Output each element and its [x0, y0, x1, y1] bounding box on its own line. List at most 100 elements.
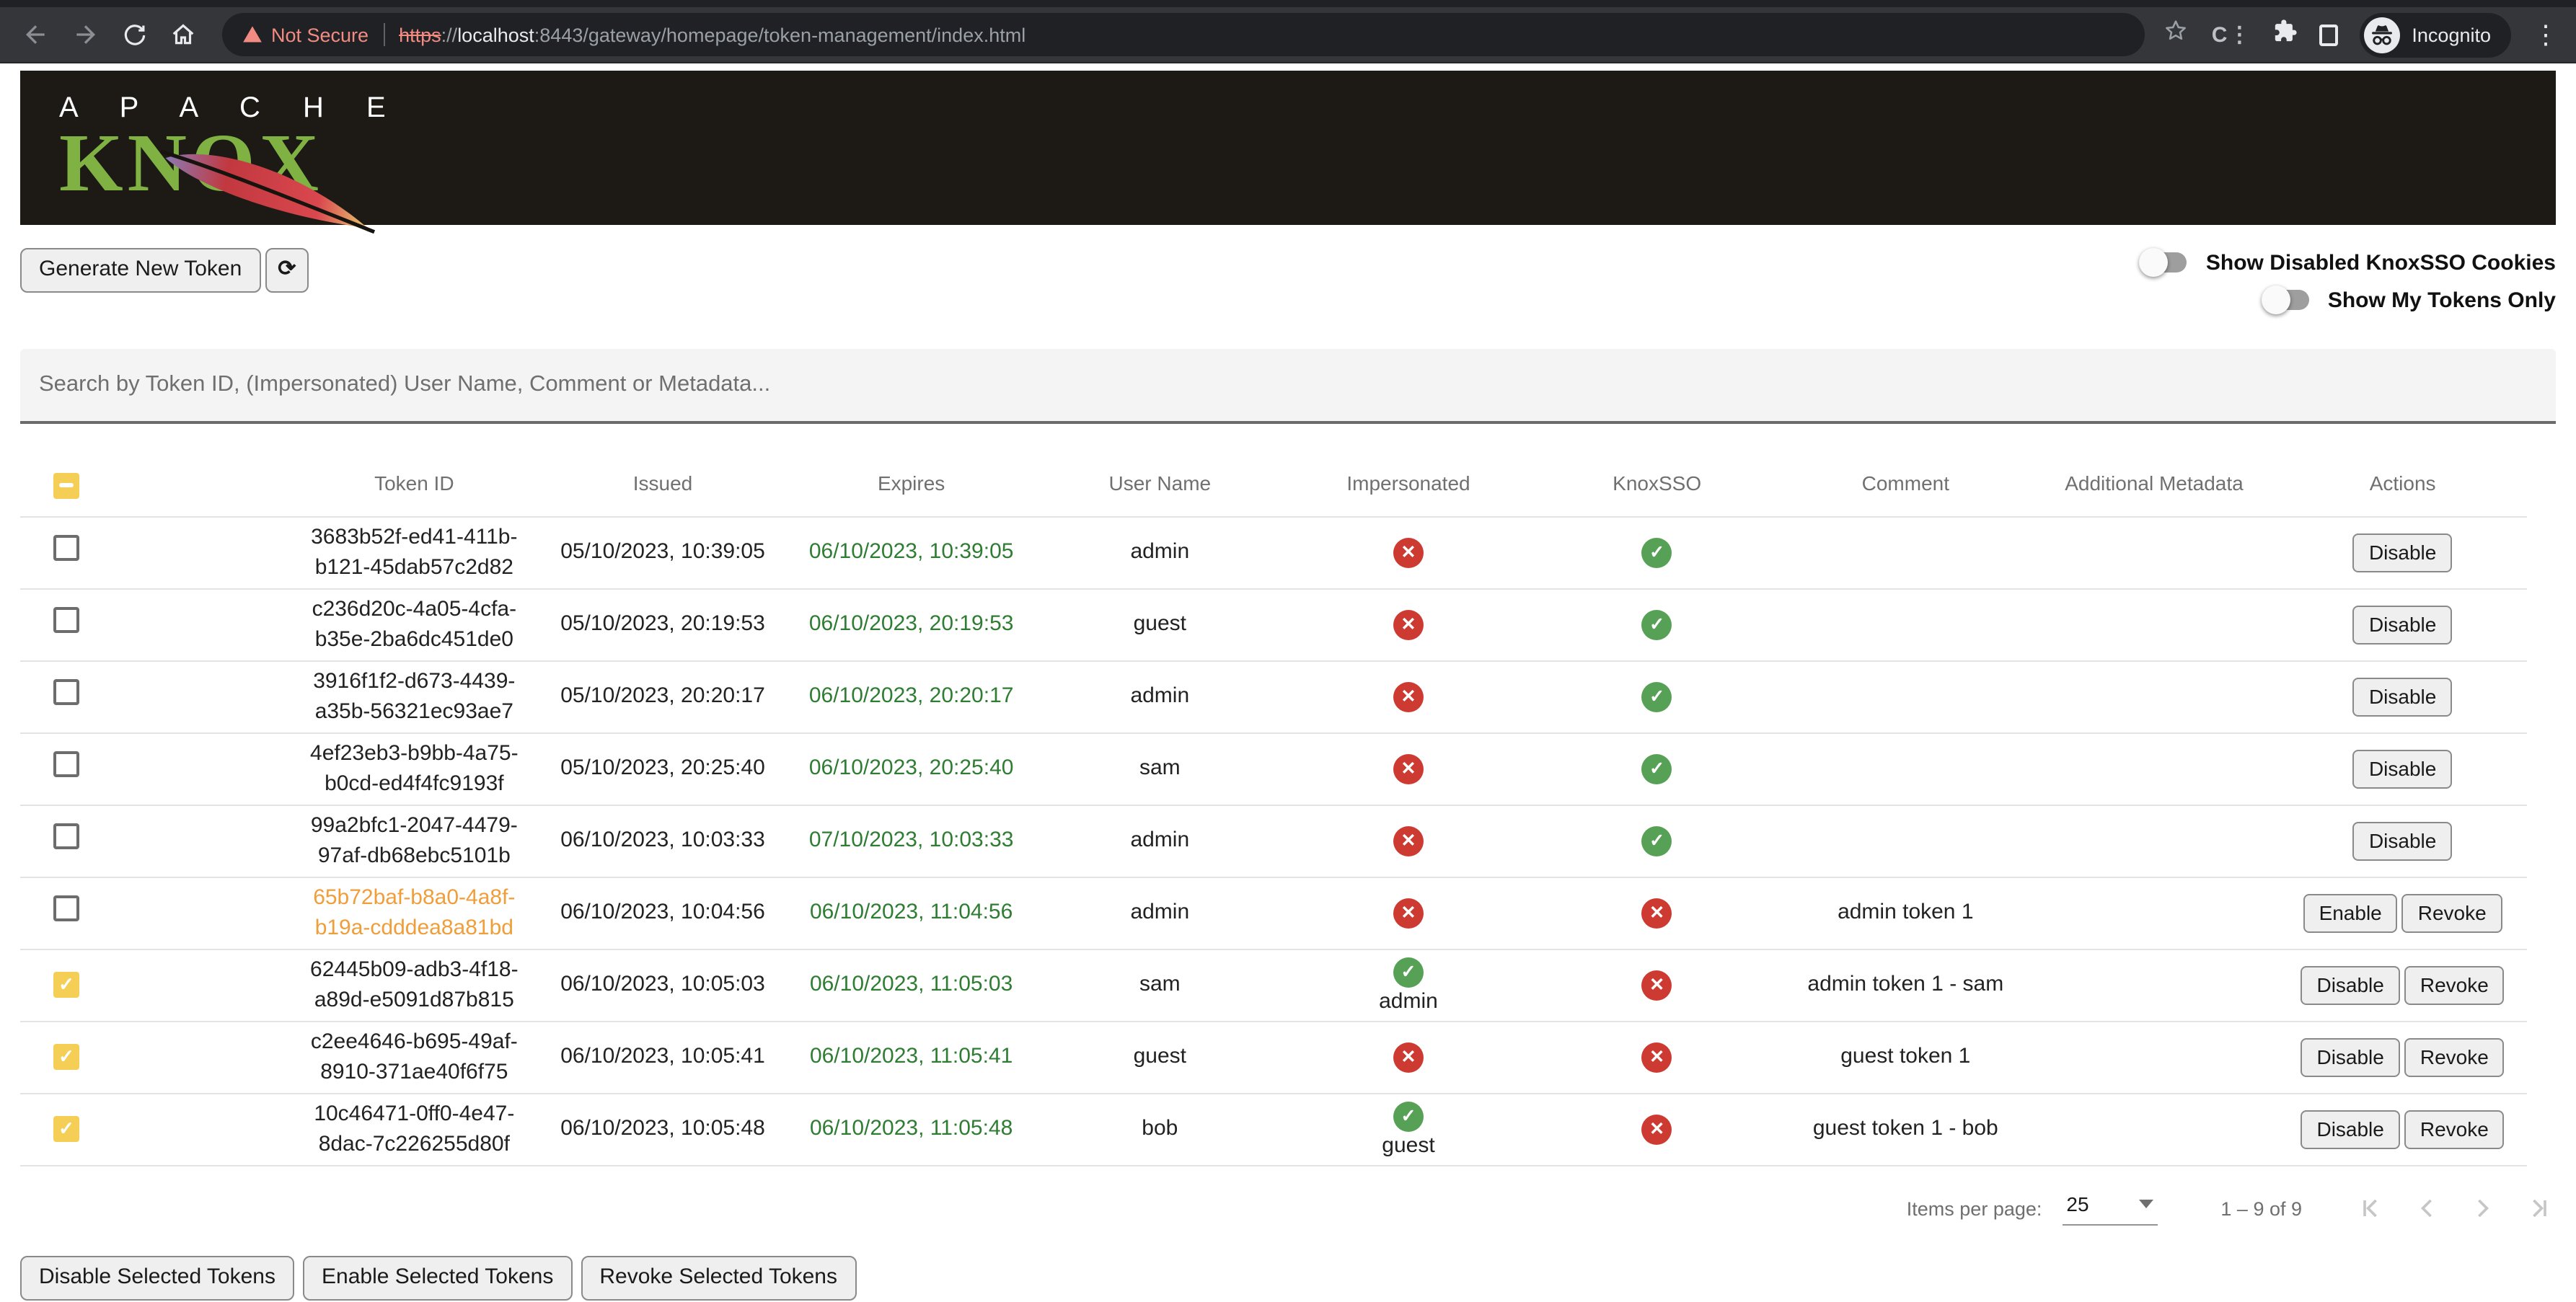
table-row: c2ee4646-b695-49af-8910-371ae40f6f75 06/… [20, 1022, 2527, 1094]
comment-cell [1781, 547, 2030, 559]
extensions-puzzle-icon[interactable] [2273, 19, 2298, 50]
row-checkbox[interactable] [53, 896, 79, 922]
items-per-page-select[interactable]: 25 [2062, 1192, 2157, 1225]
knoxsso-yes-icon [1642, 610, 1672, 640]
comment-cell [1781, 691, 2030, 703]
bookmark-star-icon[interactable] [2163, 17, 2190, 52]
toolbar-right: C⋮ Incognito ⋮ [2163, 12, 2559, 57]
refresh-tokens-button[interactable]: ⟳ [265, 248, 309, 293]
menu-kebab-icon[interactable]: ⋮ [2533, 22, 2559, 48]
expires-cell: 06/10/2023, 11:05:48 [787, 1110, 1036, 1151]
metadata-cell [2030, 547, 2279, 559]
knoxsso-no-icon [1642, 970, 1672, 1001]
issued-cell: 06/10/2023, 10:05:48 [539, 1110, 788, 1151]
token-id-cell: 10c46471-0ff0-4e47-8dac-7c226255d80f [290, 1095, 539, 1165]
revoke-button[interactable]: Revoke [2404, 1038, 2505, 1078]
expires-cell: 06/10/2023, 10:39:05 [787, 533, 1036, 574]
browser-toolbar: Not Secure https://localhost:8443/gatewa… [0, 0, 2576, 63]
bulk-actions: Disable Selected Tokens Enable Selected … [20, 1256, 2556, 1301]
impersonated-no-icon [1393, 610, 1424, 640]
row-checkbox[interactable] [53, 972, 79, 998]
issued-cell: 06/10/2023, 10:05:03 [539, 965, 788, 1006]
username-cell: admin [1036, 533, 1284, 574]
last-page-icon[interactable] [2518, 1190, 2556, 1227]
address-bar[interactable]: Not Secure https://localhost:8443/gatewa… [222, 13, 2145, 56]
username-cell: admin [1036, 893, 1284, 934]
metadata-cell [2030, 619, 2279, 631]
search-input[interactable] [20, 372, 2556, 398]
extension-c-icon[interactable]: C⋮ [2212, 22, 2252, 48]
issued-cell: 05/10/2023, 20:19:53 [539, 605, 788, 646]
back-icon[interactable] [17, 16, 55, 53]
expires-cell: 06/10/2023, 20:25:40 [787, 749, 1036, 790]
disable-button[interactable]: Disable [2353, 606, 2452, 645]
enable-button[interactable]: Enable [2303, 894, 2398, 934]
disable-button[interactable]: Disable [2301, 966, 2399, 1006]
expires-cell: 07/10/2023, 10:03:33 [787, 821, 1036, 862]
reload-icon[interactable] [115, 16, 153, 53]
disable-button[interactable]: Disable [2353, 750, 2452, 789]
col-actions: Actions [2278, 464, 2527, 502]
col-knoxsso: KnoxSSO [1532, 464, 1781, 502]
paginator: Items per page: 25 1 – 9 of 9 [20, 1175, 2556, 1241]
side-panel-icon[interactable] [2319, 24, 2338, 45]
row-checkbox[interactable] [53, 536, 79, 562]
knox-banner: A P A C H E KNOX [20, 71, 2556, 225]
knoxsso-no-icon [1642, 1115, 1672, 1145]
disable-button[interactable]: Disable [2353, 533, 2452, 573]
table-row: 10c46471-0ff0-4e47-8dac-7c226255d80f 06/… [20, 1094, 2527, 1166]
comment-cell: admin token 1 [1781, 893, 2030, 934]
show-disabled-knoxsso-toggle[interactable] [2140, 248, 2192, 277]
disable-button[interactable]: Disable [2353, 822, 2452, 862]
knoxsso-yes-icon [1642, 682, 1672, 712]
select-all-checkbox[interactable] [53, 473, 79, 499]
previous-page-icon[interactable] [2409, 1190, 2446, 1227]
row-checkbox[interactable] [53, 608, 79, 634]
url-delim: :// [441, 24, 458, 45]
username-cell: sam [1036, 749, 1284, 790]
search-field [20, 349, 2556, 424]
items-per-page-value: 25 [2066, 1192, 2088, 1215]
issued-cell: 05/10/2023, 20:20:17 [539, 677, 788, 718]
col-comment: Comment [1781, 464, 2030, 502]
enable-selected-tokens-button[interactable]: Enable Selected Tokens [303, 1256, 572, 1301]
issued-cell: 05/10/2023, 20:25:40 [539, 749, 788, 790]
knoxsso-yes-icon [1642, 538, 1672, 568]
token-id-cell: 62445b09-adb3-4f18-a89d-e5091d87b815 [290, 951, 539, 1021]
impersonated-user: admin [1379, 988, 1438, 1014]
metadata-cell [2030, 1124, 2279, 1135]
metadata-cell [2030, 836, 2279, 847]
disable-button[interactable]: Disable [2353, 678, 2452, 717]
row-checkbox[interactable] [53, 1044, 79, 1070]
disable-button[interactable]: Disable [2301, 1038, 2399, 1078]
metadata-cell [2030, 691, 2279, 703]
chevron-down-icon [2138, 1199, 2153, 1208]
revoke-selected-tokens-button[interactable]: Revoke Selected Tokens [581, 1256, 856, 1301]
first-page-icon[interactable] [2354, 1190, 2391, 1227]
revoke-button[interactable]: Revoke [2402, 894, 2502, 934]
row-checkbox[interactable] [53, 752, 79, 778]
impersonated-yes-icon [1393, 957, 1424, 987]
username-cell: admin [1036, 677, 1284, 718]
row-checkbox[interactable] [53, 1116, 79, 1142]
revoke-button[interactable]: Revoke [2404, 1110, 2505, 1150]
username-cell: sam [1036, 965, 1284, 1006]
generate-new-token-button[interactable]: Generate New Token [20, 248, 260, 293]
next-page-icon[interactable] [2463, 1190, 2501, 1227]
disable-selected-tokens-button[interactable]: Disable Selected Tokens [20, 1256, 294, 1301]
row-checkbox[interactable] [53, 824, 79, 850]
show-my-tokens-toggle[interactable] [2262, 285, 2313, 314]
impersonated-yes-icon [1393, 1101, 1424, 1131]
disable-button[interactable]: Disable [2301, 1110, 2399, 1150]
token-table: Token ID Issued Expires User Name Impers… [20, 450, 2556, 1166]
col-issued: Issued [539, 464, 788, 502]
forward-icon[interactable] [66, 16, 104, 53]
revoke-button[interactable]: Revoke [2404, 966, 2505, 1006]
row-checkbox[interactable] [53, 680, 79, 706]
toggle-row-disabled-knoxsso: Show Disabled KnoxSSO Cookies [2140, 248, 2556, 277]
table-row: c236d20c-4a05-4cfa-b35e-2ba6dc451de0 05/… [20, 590, 2527, 662]
token-id-cell: c2ee4646-b695-49af-8910-371ae40f6f75 [290, 1023, 539, 1093]
omnibox-divider [383, 23, 384, 46]
incognito-icon [2364, 17, 2400, 53]
home-icon[interactable] [164, 16, 202, 53]
